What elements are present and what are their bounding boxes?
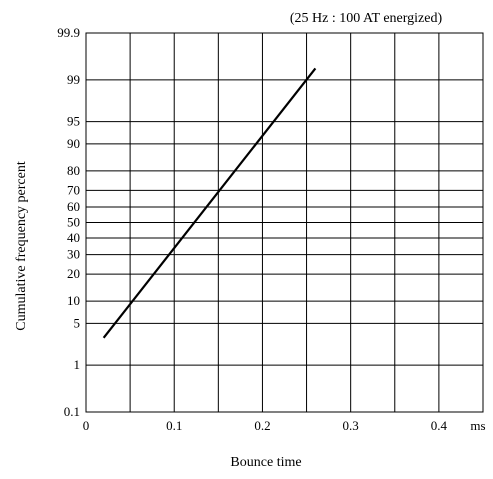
x-tick-label: 0.2 bbox=[254, 418, 270, 433]
y-tick-label: 95 bbox=[67, 114, 80, 129]
x-unit-label: ms bbox=[470, 418, 485, 433]
series-line bbox=[102, 67, 317, 339]
y-tick-label: 20 bbox=[67, 266, 80, 281]
x-tick-label: 0 bbox=[83, 418, 90, 433]
x-axis-title: Bounce time bbox=[230, 455, 301, 470]
y-tick-label: 10 bbox=[67, 293, 80, 308]
y-tick-label: 99 bbox=[67, 72, 80, 87]
y-axis-title: Cumulative frequency percent bbox=[14, 161, 29, 331]
y-tick-label: 80 bbox=[67, 163, 80, 178]
y-tick-label: 99.9 bbox=[57, 25, 80, 40]
y-tick-label: 30 bbox=[67, 247, 80, 262]
y-tick-label: 60 bbox=[67, 199, 80, 214]
grid bbox=[86, 32, 484, 413]
y-tick-label: 1 bbox=[74, 357, 81, 372]
x-tick-label: 0.3 bbox=[343, 418, 359, 433]
y-tick-label: 50 bbox=[67, 215, 80, 230]
x-tick-label: 0.4 bbox=[431, 418, 448, 433]
chart-subtitle: (25 Hz : 100 AT energized) bbox=[290, 11, 443, 26]
plot-frame bbox=[85, 32, 484, 413]
y-tick-label: 40 bbox=[67, 230, 80, 245]
series-layer bbox=[102, 67, 317, 339]
x-tick-labels: 0 0.1 0.2 0.3 0.4 bbox=[83, 418, 448, 433]
y-tick-label: 70 bbox=[67, 182, 80, 197]
y-tick-label: 90 bbox=[67, 136, 80, 151]
y-tick-label: 0.1 bbox=[64, 404, 80, 419]
x-tick-label: 0.1 bbox=[166, 418, 182, 433]
y-tick-label: 5 bbox=[74, 315, 81, 330]
